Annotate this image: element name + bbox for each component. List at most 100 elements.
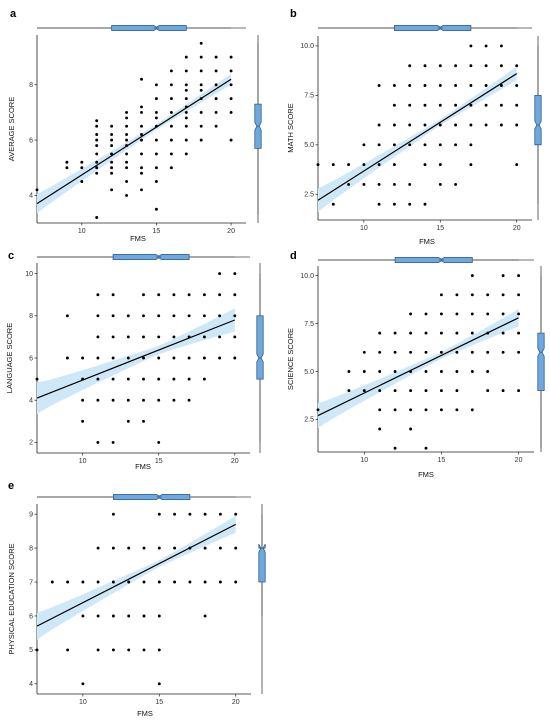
data-point <box>233 272 237 276</box>
data-point <box>142 293 145 297</box>
data-point <box>470 293 474 297</box>
data-point <box>454 182 458 186</box>
data-point <box>184 97 188 101</box>
data-point <box>157 398 161 402</box>
data-point <box>438 163 442 167</box>
data-point <box>423 202 427 206</box>
data-point <box>470 408 474 412</box>
data-point <box>423 163 427 167</box>
data-point <box>95 124 99 128</box>
y-tick-label: 6 <box>29 355 33 362</box>
data-point <box>81 398 85 402</box>
data-point <box>169 152 173 156</box>
data-point <box>515 123 519 127</box>
data-point <box>229 138 233 142</box>
data-point <box>377 123 381 127</box>
data-point <box>199 83 203 87</box>
y-tick-label: 2.5 <box>304 417 314 424</box>
data-point <box>392 163 396 167</box>
data-point <box>515 103 519 107</box>
data-point <box>125 124 129 128</box>
data-point <box>378 331 382 335</box>
data-point <box>218 356 222 360</box>
data-point <box>169 110 173 114</box>
data-point <box>110 171 114 175</box>
data-point <box>470 331 474 335</box>
data-point <box>172 314 176 318</box>
data-point <box>111 314 115 318</box>
x-axis-label: FMS <box>130 234 146 243</box>
confidence-band <box>37 308 235 414</box>
data-point <box>233 356 237 360</box>
confidence-band <box>318 309 519 428</box>
data-point <box>331 202 335 206</box>
data-point <box>486 293 490 297</box>
data-point <box>486 370 490 373</box>
data-point <box>392 202 396 206</box>
data-point <box>377 163 381 167</box>
panel-c: c 10 15 20 2 4 6 8 10 FMS LANGUAGE SCORE <box>5 250 264 471</box>
data-point <box>184 110 188 114</box>
data-point <box>438 64 442 68</box>
data-point <box>470 370 474 373</box>
data-point <box>199 124 203 128</box>
x-tick-label: 10 <box>360 225 368 232</box>
data-point <box>362 182 366 186</box>
data-point <box>408 123 412 127</box>
data-point <box>157 377 161 381</box>
data-point <box>65 356 69 360</box>
data-point <box>469 163 473 167</box>
data-point <box>229 69 233 73</box>
data-point <box>203 614 207 618</box>
data-point <box>96 614 100 618</box>
data-point <box>127 546 131 550</box>
data-point <box>408 182 412 186</box>
data-point <box>140 77 143 81</box>
data-point <box>229 83 233 87</box>
data-point <box>172 335 176 339</box>
x-tick-label: 15 <box>155 699 163 706</box>
data-point <box>233 293 237 297</box>
data-point <box>484 103 488 107</box>
data-point <box>455 408 459 412</box>
data-point <box>469 103 473 107</box>
y-tick-label: 2 <box>29 440 33 447</box>
data-point <box>172 377 176 381</box>
confidence-band <box>37 73 232 214</box>
data-point <box>172 293 176 297</box>
regression-line <box>36 78 232 205</box>
data-point <box>362 389 366 393</box>
data-point <box>423 143 427 147</box>
data-point <box>169 97 173 101</box>
data-point <box>169 69 173 73</box>
data-point <box>218 293 222 297</box>
y-axis-label: AVERAGE SCORE <box>7 97 16 161</box>
data-point <box>499 64 503 68</box>
y-tick-label: 7 <box>29 579 33 586</box>
data-point <box>127 648 131 652</box>
data-point <box>96 648 100 652</box>
data-point <box>154 152 158 156</box>
x-boxplot-box <box>113 494 191 500</box>
x-tick-label: 15 <box>155 458 163 465</box>
data-point <box>501 293 505 297</box>
data-point <box>142 335 145 339</box>
data-point <box>499 123 503 127</box>
data-point <box>126 356 130 360</box>
data-point <box>81 419 85 423</box>
data-point <box>469 123 473 127</box>
data-point <box>154 110 158 114</box>
data-point <box>439 408 443 412</box>
data-point <box>202 293 206 297</box>
panel-label: b <box>290 8 297 20</box>
data-point <box>484 123 488 127</box>
data-point <box>96 293 100 297</box>
data-point <box>111 614 115 618</box>
data-point <box>501 312 505 316</box>
data-point <box>154 116 158 120</box>
data-point <box>424 389 428 393</box>
data-point <box>455 370 459 373</box>
x-tick-label: 15 <box>438 457 446 464</box>
regression-line <box>36 319 236 399</box>
